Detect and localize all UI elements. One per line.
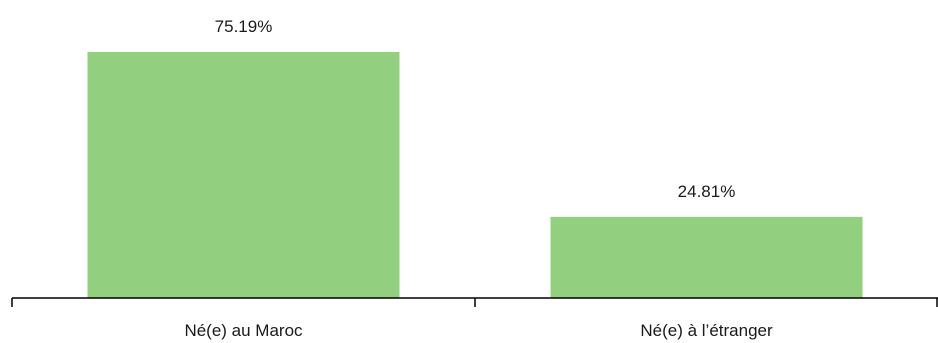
x-axis (11, 297, 938, 307)
category-label-2: Né(e) à l’étranger (640, 321, 773, 340)
bars-group (87, 52, 863, 298)
data-label-1: 75.19% (215, 17, 273, 36)
value-labels-group: 75.19% 24.81% (215, 17, 736, 201)
bar-1 (87, 52, 400, 298)
bar-2 (550, 216, 863, 298)
category-label-1: Né(e) au Maroc (184, 321, 303, 340)
data-label-2: 24.81% (678, 182, 736, 201)
category-labels-group: Né(e) au Maroc Né(e) à l’étranger (184, 321, 773, 340)
